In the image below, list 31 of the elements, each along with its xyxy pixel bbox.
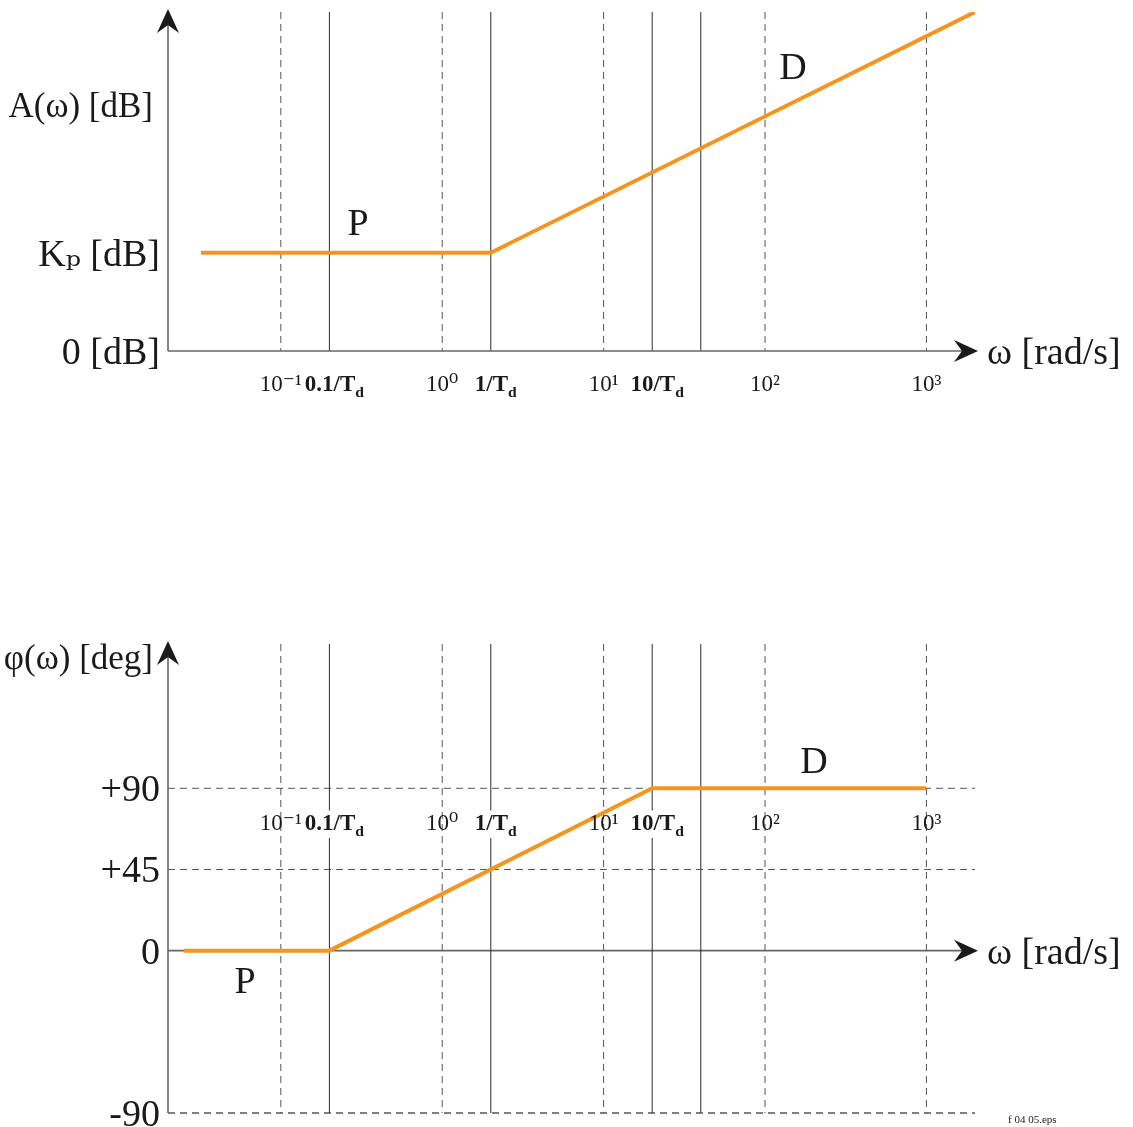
y-tick-label: 0 xyxy=(141,929,160,972)
y-tick-label: +45 xyxy=(100,848,160,891)
x-tick-label: 10³ xyxy=(911,370,942,396)
x-tick-label: 10¹ xyxy=(588,809,619,835)
y-tick-label: +90 xyxy=(100,767,160,810)
ref-line-label: 10/T$_{d}$ xyxy=(630,370,685,400)
x-tick-label: 10⁻¹ xyxy=(259,809,302,835)
x-axis-title: ω [rad/s] xyxy=(987,929,1121,972)
annotation: D xyxy=(800,739,828,781)
annotation: P xyxy=(347,201,369,243)
text: f 04 05.eps xyxy=(1008,1113,1057,1125)
x-tick-label: 10⁰ xyxy=(426,809,459,835)
x-tick-label: 10⁰ xyxy=(426,370,459,396)
annotation: D xyxy=(779,45,807,87)
x-tick-label: 10² xyxy=(750,809,781,835)
ref-line-label: 0.1/T$_{d}$ xyxy=(304,370,365,400)
text: 0 [dB] xyxy=(61,330,160,372)
y-tick-label: -90 xyxy=(109,1092,160,1127)
x-axis-title: ω [rad/s] xyxy=(987,330,1121,372)
y-axis-title: A(ω) [dB] xyxy=(8,85,153,125)
x-tick-label: 10² xyxy=(750,370,781,396)
ref-line-label: 10/T$_{d}$ xyxy=(630,809,685,839)
annotation: P xyxy=(234,959,256,1001)
ref-line-label: 1/T$_{d}$ xyxy=(474,370,518,400)
x-tick-label: 10¹ xyxy=(588,370,619,396)
x-tick-label: 10³ xyxy=(911,809,942,835)
x-tick-label: 10⁻¹ xyxy=(259,370,302,396)
y-axis-title: φ(ω) [deg] xyxy=(3,637,153,677)
ref-line-label: 1/T$_{d}$ xyxy=(474,809,518,839)
ref-line-label: 0.1/T$_{d}$ xyxy=(304,809,365,839)
text: Kₚ [dB] xyxy=(38,232,160,274)
